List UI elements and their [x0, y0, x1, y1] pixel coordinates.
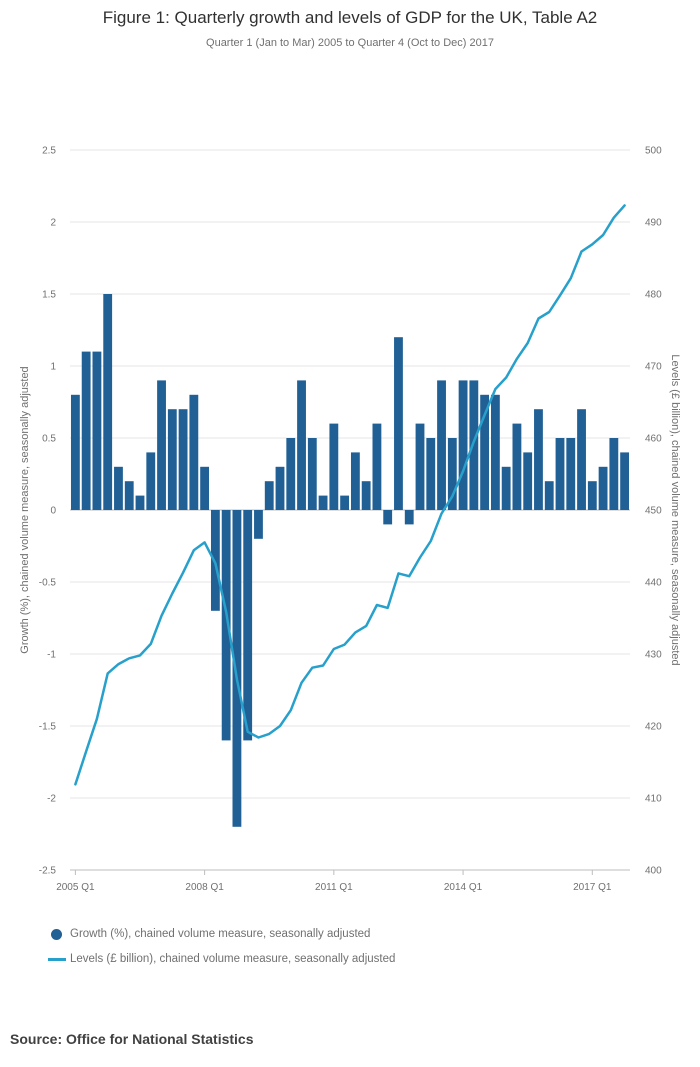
growth-bar [167, 409, 177, 510]
right-tick-label: 430 [645, 650, 662, 661]
legend-label-levels: Levels (£ billion), chained volume measu… [70, 953, 396, 965]
growth-bar [394, 337, 403, 510]
circle-icon [51, 928, 62, 940]
right-tick-label: 460 [645, 434, 662, 445]
growth-bar [297, 380, 306, 510]
right-tick-label: 500 [645, 146, 662, 157]
right-axis-title: Levels (£ billion), chained volume measu… [669, 354, 681, 665]
levels-line-layer [74, 204, 626, 786]
growth-bar [81, 351, 91, 510]
growth-bar [124, 481, 134, 510]
left-tick-label: 1.5 [42, 290, 56, 301]
growth-bar [534, 409, 543, 510]
growth-bar [350, 452, 360, 510]
legend-item-levels[interactable]: Levels (£ billion), chained volume measu… [48, 950, 395, 968]
x-tick-label: 2014 Q1 [444, 882, 483, 893]
growth-bar [415, 423, 425, 510]
left-tick-label: 0 [50, 506, 56, 517]
growth-bar [426, 438, 436, 510]
legend-item-growth[interactable]: Growth (%), chained volume measure, seas… [48, 925, 395, 943]
growth-bar [372, 423, 382, 510]
x-tick-label: 2017 Q1 [573, 882, 612, 893]
growth-bar [361, 481, 371, 510]
growth-bar [264, 481, 274, 510]
growth-bar [555, 438, 565, 510]
right-tick-label: 480 [645, 290, 662, 301]
x-tick-label: 2008 Q1 [185, 882, 224, 893]
x-tick-label: 2011 Q1 [315, 882, 353, 893]
growth-bar [383, 510, 393, 525]
growth-bar [243, 510, 253, 741]
legend-label-growth: Growth (%), chained volume measure, seas… [70, 928, 371, 940]
growth-bar [221, 510, 231, 741]
growth-bar [157, 380, 166, 510]
left-tick-label: -1 [47, 650, 56, 661]
growth-bar [512, 423, 522, 510]
growth-bar [501, 466, 511, 510]
growth-bar [447, 438, 457, 510]
growth-bar [458, 380, 468, 510]
growth-bar [254, 510, 263, 539]
levels-line [74, 204, 626, 786]
growth-bar [609, 438, 619, 510]
growth-bar [469, 380, 479, 510]
growth-bar [275, 466, 285, 510]
right-tick-label: 400 [645, 866, 662, 877]
left-tick-label: 1 [50, 362, 56, 373]
left-axis-title: Growth (%), chained volume measure, seas… [19, 366, 31, 653]
growth-bar [318, 495, 328, 510]
growth-bar [286, 438, 296, 510]
legend: Growth (%), chained volume measure, seas… [48, 925, 395, 975]
growth-bar [523, 452, 533, 510]
growth-bar [340, 495, 350, 510]
growth-bar [232, 510, 242, 827]
growth-bars [70, 294, 630, 827]
growth-bar [103, 294, 113, 510]
source-note: Source: Office for National Statistics [10, 1031, 254, 1047]
growth-bar [135, 495, 145, 510]
right-tick-label: 410 [645, 794, 662, 805]
line-icon [48, 957, 66, 961]
right-tick-label: 490 [645, 218, 662, 229]
growth-bar [620, 452, 630, 510]
axes: 2.5 2 1.5 1 0.5 0 -0.5 -1 -1.5 -2 -2.5 500 490 480 470… [19, 146, 681, 894]
growth-bar [329, 423, 339, 510]
growth-bar [480, 394, 490, 510]
right-tick-label: 440 [645, 578, 662, 589]
growth-bar [146, 452, 156, 510]
growth-bar [92, 351, 102, 510]
left-tick-label: 2 [50, 218, 56, 229]
left-tick-label: -0.5 [39, 578, 57, 589]
growth-bar [114, 466, 123, 510]
right-tick-label: 450 [645, 506, 662, 517]
growth-bar [307, 438, 317, 510]
growth-bar [189, 394, 199, 510]
growth-bar [178, 409, 188, 510]
growth-bar [200, 466, 210, 510]
growth-bar [404, 510, 414, 525]
growth-bar [437, 380, 446, 510]
left-tick-label: -1.5 [39, 722, 57, 733]
right-tick-label: 420 [645, 722, 662, 733]
growth-bar [598, 466, 608, 510]
growth-bar [566, 438, 576, 510]
growth-bar [210, 510, 220, 611]
gdp-chart: 2.5 2 1.5 1 0.5 0 -0.5 -1 -1.5 -2 -2.5 500 490 480 470… [19, 146, 681, 894]
left-tick-label: -2.5 [39, 866, 57, 877]
chart-subtitle: Quarter 1 (Jan to Mar) 2005 to Quarter 4… [206, 37, 494, 49]
growth-bar [577, 409, 586, 510]
left-tick-label: 2.5 [42, 146, 56, 157]
x-tick-label: 2005 Q1 [56, 882, 95, 893]
right-tick-label: 470 [645, 362, 662, 373]
growth-bar [587, 481, 597, 510]
chart-title: Figure 1: Quarterly growth and levels of… [102, 8, 598, 27]
left-tick-label: -2 [47, 794, 56, 805]
growth-bar [70, 394, 80, 510]
growth-bar [544, 481, 554, 510]
growth-bar [490, 394, 500, 510]
left-tick-label: 0.5 [42, 434, 56, 445]
